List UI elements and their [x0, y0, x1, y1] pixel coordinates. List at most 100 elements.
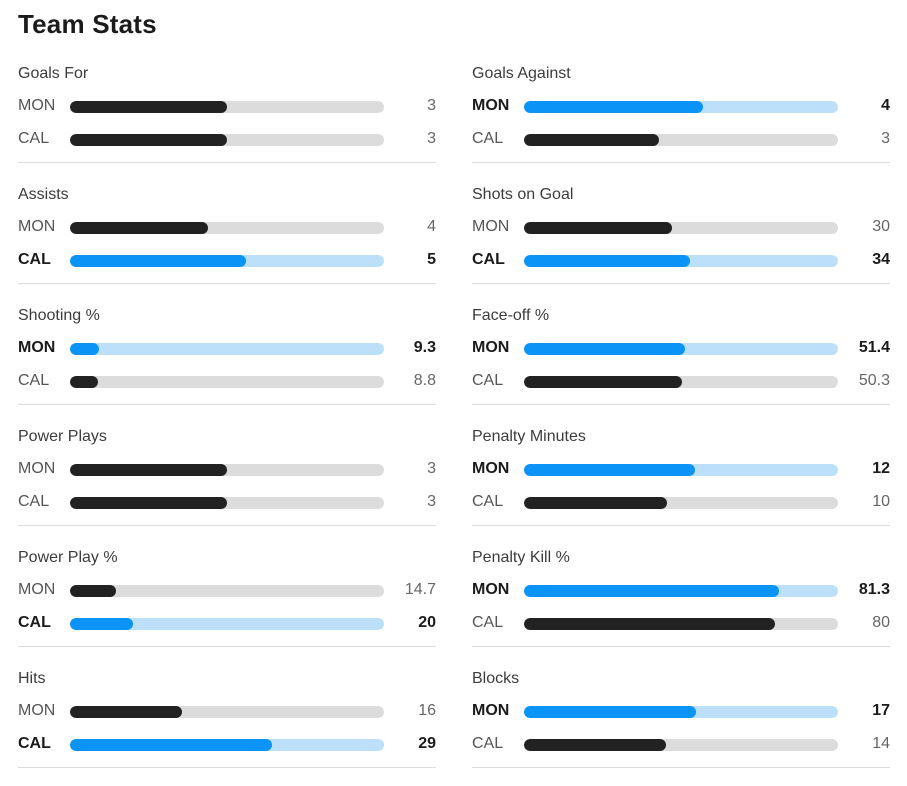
stat-value: 4: [881, 97, 890, 114]
stat-bar-track: [70, 343, 384, 355]
team-row: CAL 14: [472, 734, 890, 754]
stat-bar-fill: [70, 134, 227, 146]
page-title: Team Stats: [18, 9, 157, 39]
team-abbr: CAL: [472, 735, 504, 752]
team-abbr: MON: [18, 702, 56, 719]
stat-bar-track: [524, 222, 838, 234]
team-row: MON 9.3: [18, 338, 436, 358]
team-row: MON 16: [18, 701, 436, 721]
stat-bar-track: [524, 739, 838, 751]
stat-value: 50.3: [858, 372, 890, 389]
team-abbr: CAL: [18, 251, 51, 268]
stat-bar-fill: [524, 343, 686, 355]
stat-value: 20: [418, 614, 436, 631]
team-row: MON 12: [472, 459, 890, 479]
stat-bar-track: [524, 464, 838, 476]
stat-power-plays: Power Plays MON 3 CAL 3: [18, 423, 436, 544]
stat-bar-track: [70, 618, 384, 630]
team-row: CAL 3: [18, 129, 436, 149]
stat-value: 3: [881, 130, 890, 147]
stat-value: 12: [872, 460, 890, 477]
stat-bar-fill: [524, 739, 666, 751]
team-row: MON 81.3: [472, 580, 890, 600]
stat-bar-fill: [70, 222, 209, 234]
stat-bar-fill: [70, 255, 246, 267]
team-row: MON 4: [18, 217, 436, 237]
team-row: MON 3: [18, 459, 436, 479]
stat-hits: Hits MON 16 CAL 29: [18, 665, 436, 786]
stat-bar-track: [524, 618, 838, 630]
team-row: CAL 8.8: [18, 371, 436, 391]
team-abbr: MON: [18, 339, 56, 356]
stat-bar-fill: [524, 255, 691, 267]
stat-label: Hits: [18, 670, 46, 687]
team-abbr: CAL: [472, 493, 504, 510]
team-row: CAL 20: [18, 613, 436, 633]
stat-label: Blocks: [472, 670, 520, 687]
stat-bar-fill: [524, 376, 682, 388]
stat-value: 10: [872, 493, 890, 510]
stat-label: Shooting %: [18, 307, 100, 324]
stat-bar-track: [70, 222, 384, 234]
stat-value: 30: [872, 218, 890, 235]
stat-bar-fill: [70, 343, 100, 355]
stat-value: 9.3: [413, 339, 436, 356]
stat-value: 81.3: [858, 581, 890, 598]
team-abbr: MON: [18, 460, 56, 477]
stat-bar-track: [70, 101, 384, 113]
team-row: CAL 29: [18, 734, 436, 754]
stat-bar-fill: [524, 706, 697, 718]
stat-penalty-minutes: Penalty Minutes MON 12 CAL 10: [472, 423, 890, 544]
stat-value: 3: [427, 130, 436, 147]
stat-bar-fill: [70, 706, 182, 718]
stat-bar-fill: [70, 376, 98, 388]
team-abbr: MON: [472, 218, 510, 235]
stat-bar-fill: [70, 739, 273, 751]
stat-bar-fill: [70, 464, 227, 476]
team-abbr: MON: [472, 581, 510, 598]
team-row: CAL 5: [18, 250, 436, 270]
stat-value: 8.8: [413, 372, 436, 389]
stat-value: 3: [427, 493, 436, 510]
team-row: CAL 10: [472, 492, 890, 512]
team-abbr: MON: [18, 581, 56, 598]
stat-label: Goals Against: [472, 65, 571, 82]
team-abbr: MON: [18, 97, 56, 114]
stat-penalty-kill-pct: Penalty Kill % MON 81.3 CAL 80: [472, 544, 890, 665]
stat-bar-fill: [524, 618, 776, 630]
stat-label: Shots on Goal: [472, 186, 574, 203]
stat-bar-track: [70, 134, 384, 146]
team-abbr: MON: [472, 339, 510, 356]
stat-bar-track: [524, 706, 838, 718]
stat-bar-fill: [70, 497, 227, 509]
team-row: CAL 3: [18, 492, 436, 512]
stat-label: Assists: [18, 186, 69, 203]
stat-goals-against: Goals Against MON 4 CAL 3: [472, 60, 890, 181]
team-row: CAL 34: [472, 250, 890, 270]
team-row: MON 17: [472, 701, 890, 721]
stat-faceoff-pct: Face-off % MON 51.4 CAL 50.3: [472, 302, 890, 423]
stat-value: 3: [427, 460, 436, 477]
team-abbr: CAL: [472, 130, 504, 147]
stat-value: 4: [427, 218, 436, 235]
stat-value: 16: [418, 702, 436, 719]
team-abbr: CAL: [18, 130, 50, 147]
stat-bar-fill: [524, 101, 703, 113]
team-row: MON 14.7: [18, 580, 436, 600]
stat-value: 34: [872, 251, 890, 268]
stat-label: Penalty Minutes: [472, 428, 586, 445]
team-abbr: MON: [18, 218, 56, 235]
team-abbr: CAL: [18, 372, 50, 389]
stat-label: Goals For: [18, 65, 89, 82]
team-abbr: CAL: [18, 735, 51, 752]
team-row: CAL 50.3: [472, 371, 890, 391]
team-abbr: MON: [472, 460, 510, 477]
stat-bar-track: [524, 255, 838, 267]
stat-bar-track: [70, 739, 384, 751]
team-abbr: CAL: [18, 614, 51, 631]
stat-label: Penalty Kill %: [472, 549, 570, 566]
stat-bar-track: [70, 706, 384, 718]
team-abbr: CAL: [18, 493, 50, 510]
stat-bar-fill: [524, 464, 696, 476]
